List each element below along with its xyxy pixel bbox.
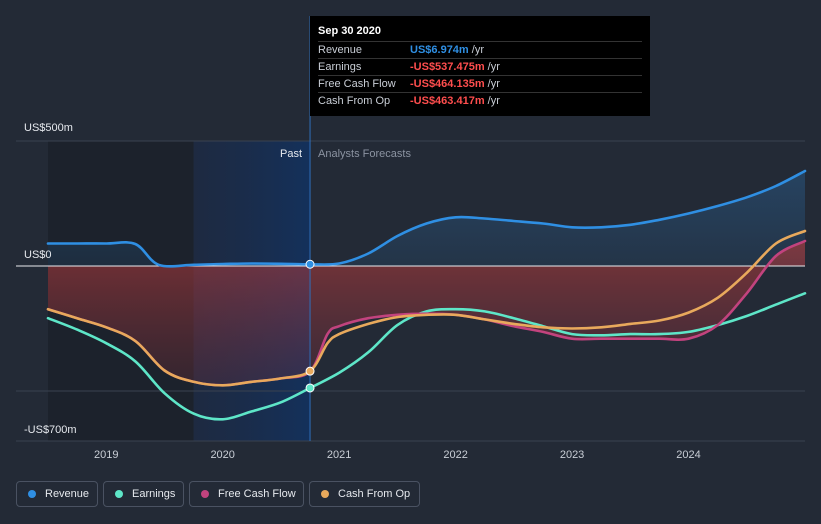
x-tick-label: 2024 — [676, 449, 700, 461]
tooltip-label: Revenue — [318, 44, 363, 56]
legend-item-cash-from-op[interactable]: Cash From Op — [309, 481, 420, 507]
tooltip-value: -US$537.475m /yr — [410, 61, 500, 73]
past-label: Past — [280, 148, 302, 160]
tooltip-row-earnings: Earnings -US$537.475m /yr — [318, 58, 642, 76]
legend-label: Revenue — [45, 488, 90, 500]
tooltip-label: Earnings — [318, 61, 362, 73]
legend-item-earnings[interactable]: Earnings — [103, 481, 184, 507]
tooltip-value: US$6.974m /yr — [410, 44, 485, 56]
revenue-marker — [305, 259, 315, 269]
x-tick-label: 2023 — [560, 449, 584, 461]
y-tick-label: -US$700m — [24, 424, 77, 436]
tooltip-row-revenue: Revenue US$6.974m /yr — [318, 41, 642, 59]
forecast-label: Analysts Forecasts — [318, 148, 411, 160]
earnings-marker — [305, 383, 315, 393]
tooltip-value: -US$464.135m /yr — [410, 78, 500, 90]
legend-dot-icon — [321, 490, 329, 498]
tooltip-label: Free Cash Flow — [318, 78, 396, 90]
tooltip-row-free-cash-flow: Free Cash Flow -US$464.135m /yr — [318, 75, 642, 93]
x-tick-label: 2021 — [327, 449, 351, 461]
revenue-line — [46, 169, 807, 268]
y-tick-label: US$500m — [24, 122, 73, 134]
earnings-line — [46, 292, 807, 421]
legend-dot-icon — [28, 490, 36, 498]
legend-dot-icon — [115, 490, 123, 498]
tooltip: Sep 30 2020 Revenue US$6.974m /yr Earnin… — [310, 16, 650, 116]
x-tick-label: 2019 — [94, 449, 118, 461]
tooltip-date: Sep 30 2020 — [318, 25, 381, 37]
x-tick-label: 2020 — [210, 449, 234, 461]
tooltip-row-cash-from-op: Cash From Op -US$463.417m /yr — [318, 92, 642, 110]
x-tick-label: 2022 — [443, 449, 467, 461]
legend-label: Earnings — [132, 488, 176, 500]
legend-label: Free Cash Flow — [218, 488, 296, 500]
legend-item-free-cash-flow[interactable]: Free Cash Flow — [189, 481, 304, 507]
legend-label: Cash From Op — [338, 488, 411, 500]
revenue-area — [48, 171, 805, 267]
tooltip-value: -US$463.417m /yr — [410, 95, 500, 107]
cash-from-op-line — [46, 229, 807, 387]
y-tick-label: US$0 — [24, 249, 52, 261]
tooltip-label: Cash From Op — [318, 95, 391, 107]
legend-item-revenue[interactable]: Revenue — [16, 481, 98, 507]
cash-from-op-marker — [305, 366, 315, 376]
legend-dot-icon — [201, 490, 209, 498]
